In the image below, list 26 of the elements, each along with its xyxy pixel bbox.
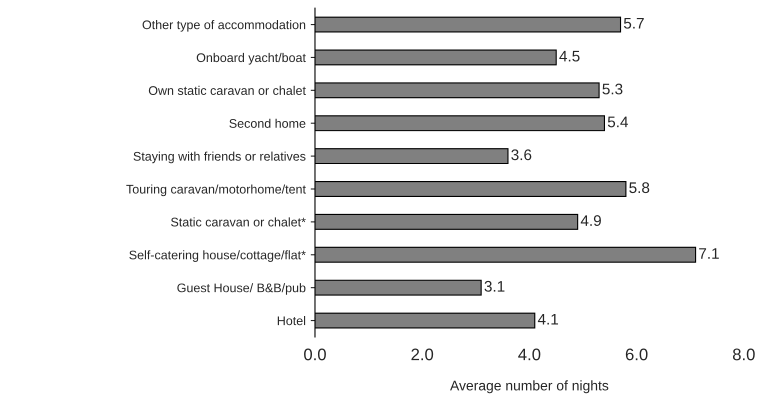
- x-tick-label: 0.0: [304, 348, 326, 360]
- y-tick-label: Onboard yacht/boat: [196, 52, 306, 65]
- data-label: 5.7: [624, 18, 644, 29]
- data-label: 3.6: [511, 149, 532, 160]
- x-axis-title: Average number of nights: [450, 380, 608, 394]
- y-tick-label: Guest House/ B&B/pub: [177, 283, 306, 295]
- data-label: 4.1: [538, 314, 558, 324]
- y-tick-label: Static caravan or chalet*: [171, 217, 306, 227]
- data-label: 5.4: [608, 116, 628, 128]
- data-label: 4.9: [580, 215, 601, 226]
- y-tick-label: Staying with friends or relatives: [134, 152, 306, 164]
- x-tick-label: 2.0: [411, 348, 434, 360]
- data-label: 5.8: [629, 182, 650, 194]
- data-label: 7.1: [699, 248, 719, 259]
- y-tick-label: Own static caravan or chalet: [148, 86, 306, 95]
- data-label: 3.1: [484, 280, 504, 292]
- y-tick-label: Hotel: [278, 316, 306, 326]
- y-tick-label: Touring caravan/motorhome/tent: [126, 184, 306, 196]
- y-tick-label: Self-catering house/cottage/flat*: [129, 250, 306, 262]
- x-tick-label: 6.0: [626, 348, 648, 360]
- x-tick-label: 8.0: [732, 348, 755, 360]
- x-tick-label: 4.0: [518, 348, 540, 360]
- data-label: 5.3: [602, 84, 622, 94]
- data-label: 4.5: [559, 50, 580, 62]
- y-tick-label: Second home: [229, 118, 306, 128]
- y-tick-label: Other type of accommodation: [142, 20, 306, 32]
